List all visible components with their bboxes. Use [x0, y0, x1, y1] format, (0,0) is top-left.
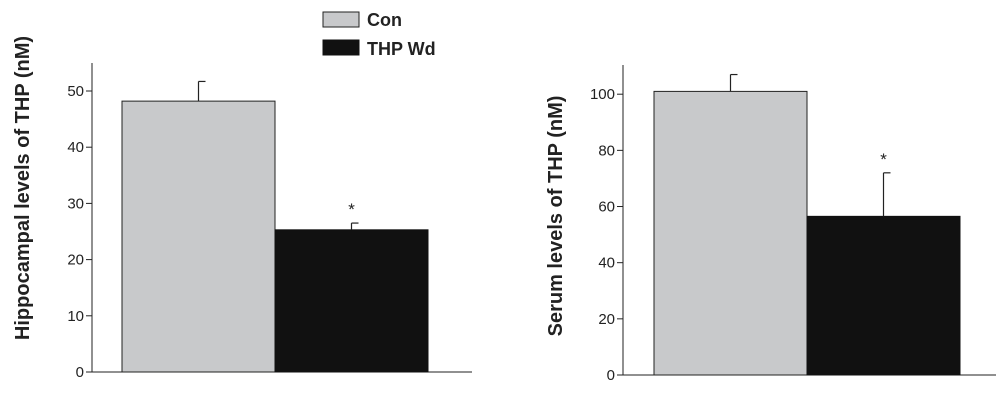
- serum-bar-1: [806, 215, 961, 376]
- hippocampal-chart: Hippocampal levels of THP (nM) 0 10 20 30 40…: [12, 36, 472, 381]
- serum-y-tick-label: 40: [598, 255, 615, 272]
- serum-y-tick-label: 60: [598, 199, 615, 216]
- hippocampal-bar-0: [121, 100, 276, 373]
- serum-y-axis-label: Serum levels of THP (nM): [545, 96, 567, 337]
- serum-y-tick-label: 80: [598, 142, 615, 159]
- hippocampal-significance-marker: *: [348, 200, 355, 219]
- legend-swatch-thp-wd: [322, 39, 360, 56]
- serum-y-tick-label: 20: [598, 311, 615, 328]
- legend-swatch-con: [322, 11, 360, 28]
- hippocampal-y-tick-label: 0: [76, 364, 84, 381]
- legend: Con THP Wd: [322, 10, 436, 59]
- serum-significance-marker: *: [880, 150, 887, 169]
- serum-y-tick-label: 100: [590, 86, 615, 103]
- hippocampal-y-tick-label: 10: [67, 308, 84, 325]
- hippocampal-y-tick-label: 30: [67, 195, 84, 212]
- hippocampal-y-tick-label: 50: [67, 83, 84, 100]
- serum-y-tick-label: 0: [607, 367, 615, 384]
- serum-bar-0: [653, 90, 808, 376]
- serum-chart: Serum levels of THP (nM) 0 20 40 60 80 100 *: [545, 65, 996, 384]
- legend-label-con: Con: [367, 10, 402, 30]
- hippocampal-y-tick-label: 20: [67, 252, 84, 269]
- hippocampal-y-tick-label: 40: [67, 139, 84, 156]
- legend-label-thp-wd: THP Wd: [367, 39, 436, 59]
- hippocampal-bar-1: [274, 229, 429, 373]
- hippocampal-y-axis-label: Hippocampal levels of THP (nM): [12, 36, 34, 340]
